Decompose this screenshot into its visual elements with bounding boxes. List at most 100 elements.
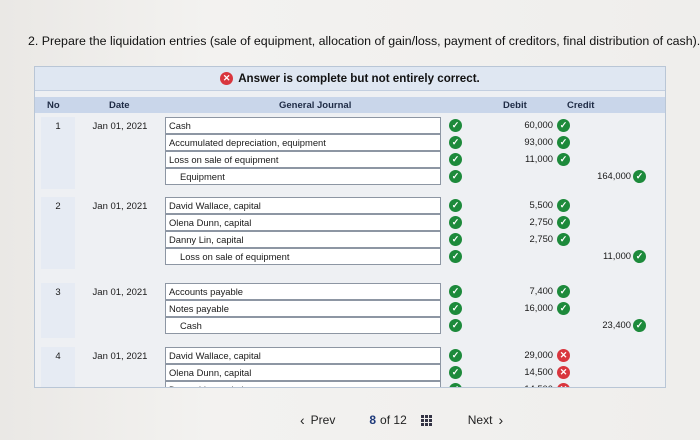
col-date: Date [109, 100, 130, 111]
account-select[interactable]: Loss on sale of equipment [165, 151, 441, 168]
account-select[interactable]: Accounts payable [165, 283, 441, 300]
journal-line: David Wallace, capital ✓ 29,000 ✕ [165, 347, 645, 364]
check-circle-icon: ✓ [557, 119, 570, 132]
col-journal: General Journal [279, 100, 352, 111]
check-circle-icon: ✓ [449, 366, 462, 379]
check-circle-icon: ✓ [633, 250, 646, 263]
credit-value[interactable]: 23,400 [602, 319, 631, 330]
journal-line: Loss on sale of equipment ✓ 11,000 ✓ [165, 151, 645, 168]
page-number: 8 [369, 413, 377, 427]
account-select[interactable]: David Wallace, capital [165, 197, 441, 214]
credit-value[interactable]: 164,000 [597, 170, 631, 181]
col-credit: Credit [567, 100, 595, 111]
x-circle-icon: ✕ [220, 72, 234, 85]
x-circle-icon: ✕ [557, 349, 570, 362]
next-button[interactable]: Next › [468, 412, 503, 428]
check-circle-icon: ✓ [449, 216, 462, 229]
debit-value[interactable]: 14,500 [524, 366, 553, 377]
journal-line: Olena Dunn, capital ✓ 2,750 ✓ [165, 214, 645, 231]
journal-entry: 3 Jan 01, 2021 Accounts payable ✓ 7,400 ✓ Note… [35, 283, 665, 338]
prev-label: Prev [310, 413, 336, 427]
account-select[interactable]: Danny Lin, capital [165, 381, 441, 387]
check-circle-icon: ✓ [557, 302, 570, 315]
col-no: No [47, 100, 60, 111]
journal-line: Accumulated depreciation, equipment ✓ 93,0… [165, 134, 645, 151]
check-circle-icon: ✓ [449, 233, 462, 246]
debit-value[interactable]: 7,400 [529, 285, 553, 296]
debit-value[interactable]: 5,500 [529, 199, 553, 210]
check-circle-icon: ✓ [557, 136, 570, 149]
banner-text: Answer is complete but not entirely corr… [238, 72, 480, 85]
entry-date: Jan 01, 2021 [92, 287, 148, 298]
check-circle-icon: ✓ [449, 319, 462, 332]
account-select[interactable]: Olena Dunn, capital [165, 214, 441, 231]
account-select[interactable]: Danny Lin, capital [165, 231, 441, 248]
chevron-left-icon: ‹ [300, 412, 305, 428]
check-circle-icon: ✓ [449, 136, 462, 149]
check-circle-icon: ✓ [557, 233, 570, 246]
question-text: 2. Prepare the liquidation entries (sale… [28, 34, 700, 48]
credit-value[interactable]: 11,000 [603, 250, 631, 261]
account-select[interactable]: David Wallace, capital [165, 347, 441, 364]
account-select[interactable]: Cash [165, 317, 441, 334]
check-circle-icon: ✓ [449, 383, 462, 387]
journal-panel: ✕ Answer is complete but not entirely co… [34, 66, 666, 388]
journal-line: Olena Dunn, capital ✓ 14,500 ✕ [165, 364, 645, 381]
next-label: Next [467, 413, 493, 427]
check-circle-icon: ✓ [633, 319, 646, 332]
debit-value[interactable]: 2,750 [529, 216, 553, 227]
journal-line: Cash ✓ 23,400 ✓ [165, 317, 646, 334]
check-circle-icon: ✓ [449, 285, 462, 298]
check-circle-icon: ✓ [557, 216, 570, 229]
entry-date: Jan 01, 2021 [92, 351, 148, 362]
x-circle-icon: ✕ [557, 366, 570, 379]
table-header: No Date General Journal Debit Credit [35, 97, 665, 113]
debit-value[interactable]: 16,000 [524, 302, 553, 313]
journal-entry: 2 Jan 01, 2021 David Wallace, capital ✓ 5,50… [35, 197, 665, 269]
entry-number: 4 [41, 347, 75, 387]
entry-date: Jan 01, 2021 [92, 201, 148, 212]
check-circle-icon: ✓ [449, 119, 462, 132]
debit-value[interactable]: 60,000 [524, 119, 553, 130]
debit-value[interactable]: 14,500 [491, 381, 553, 387]
debit-value[interactable]: 29,000 [524, 349, 553, 360]
journal-line: Accounts payable ✓ 7,400 ✓ [165, 283, 645, 300]
entry-date: Jan 01, 2021 [92, 121, 148, 132]
journal-line: Danny Lin, capital ✓ 14,500 ✕ [165, 381, 645, 387]
debit-value[interactable]: 2,750 [529, 233, 553, 244]
check-circle-icon: ✓ [449, 153, 462, 166]
grid-icon[interactable] [420, 414, 432, 426]
debit-value[interactable]: 11,000 [525, 153, 553, 164]
check-circle-icon: ✓ [557, 199, 570, 212]
pager: ‹ Prev 8 of 12 Next › [300, 408, 503, 432]
journal-line: Notes payable ✓ 16,000 ✓ [165, 300, 645, 317]
journal-line: Loss on sale of equipment ✓ 11,000 ✓ [165, 248, 646, 265]
account-select[interactable]: Loss on sale of equipment [165, 248, 441, 265]
journal-line: Equipment ✓ 164,000 ✓ [165, 168, 646, 185]
check-circle-icon: ✓ [449, 199, 462, 212]
check-circle-icon: ✓ [449, 170, 462, 183]
check-circle-icon: ✓ [449, 349, 462, 362]
page-total: of 12 [380, 413, 407, 427]
journal-line: Danny Lin, capital ✓ 2,750 ✓ [165, 231, 645, 248]
check-circle-icon: ✓ [557, 285, 570, 298]
account-select[interactable]: Cash [165, 117, 441, 134]
journal-line: Cash ✓ 60,000 ✓ [165, 117, 645, 134]
journal-line: David Wallace, capital ✓ 5,500 ✓ [165, 197, 645, 214]
account-select[interactable]: Equipment [165, 168, 441, 185]
account-select[interactable]: Olena Dunn, capital [165, 364, 441, 381]
debit-value[interactable]: 93,000 [524, 136, 553, 147]
entry-number: 3 [41, 283, 75, 338]
check-circle-icon: ✓ [449, 250, 462, 263]
check-circle-icon: ✓ [557, 153, 570, 166]
account-select[interactable]: Notes payable [165, 300, 441, 317]
prev-button[interactable]: ‹ Prev [300, 412, 335, 428]
check-circle-icon: ✓ [449, 302, 462, 315]
x-circle-icon: ✕ [557, 383, 570, 387]
check-circle-icon: ✓ [633, 170, 646, 183]
account-select[interactable]: Accumulated depreciation, equipment [165, 134, 441, 151]
result-banner: ✕ Answer is complete but not entirely co… [35, 67, 665, 91]
chevron-right-icon: › [498, 412, 504, 428]
entry-number: 1 [41, 117, 75, 189]
entry-number: 2 [41, 197, 75, 269]
